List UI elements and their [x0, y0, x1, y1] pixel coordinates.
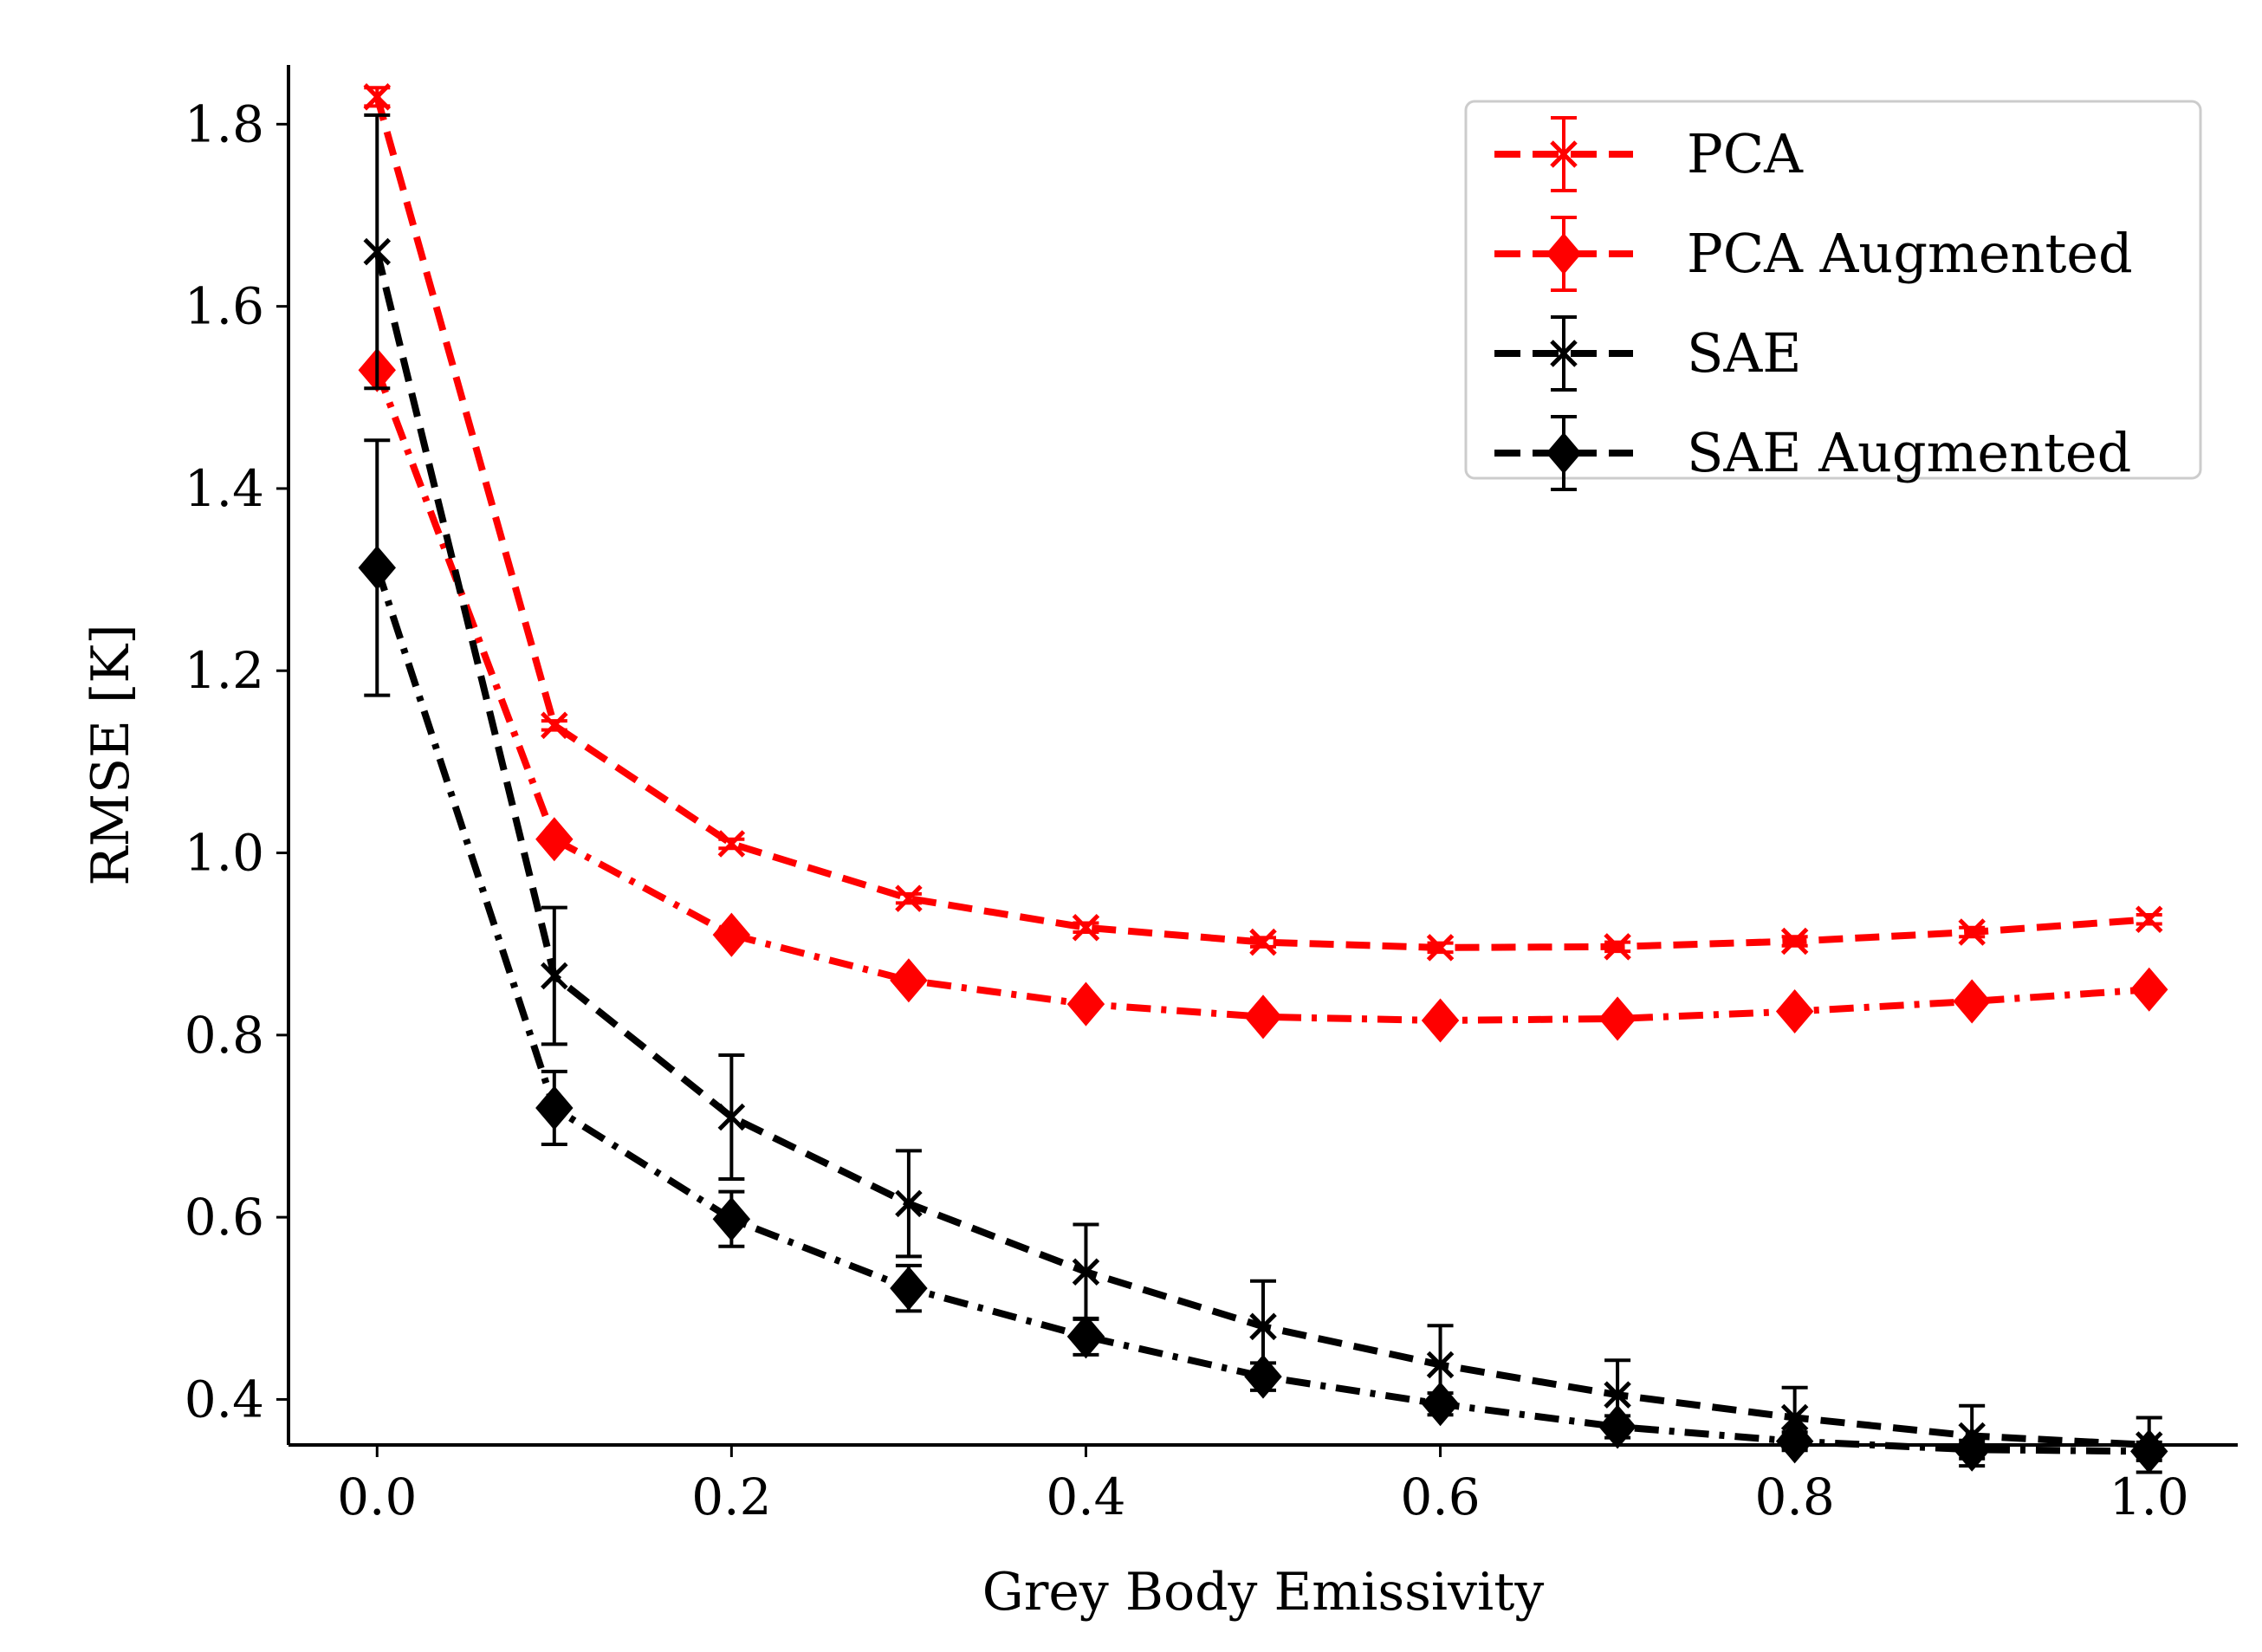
x-marker-stroke	[1249, 1312, 1277, 1341]
x-tick-label: 1.0	[2110, 1467, 2189, 1526]
data-point-x-marker	[717, 1103, 746, 1131]
data-point-x-marker	[2135, 905, 2163, 934]
legend-item-sae: SAE	[1494, 315, 1802, 392]
data-point-x-marker	[1249, 928, 1277, 956]
data-point-x-marker	[363, 237, 392, 266]
data-point-diamond-marker	[1421, 1382, 1460, 1427]
data-point-diamond-marker	[1775, 1419, 1814, 1464]
data-point-x-marker	[1780, 927, 1809, 956]
data-point-diamond-marker	[1244, 994, 1282, 1040]
data-point-x-marker	[1249, 1312, 1277, 1341]
legend-item-sae-augmented: SAE Augmented	[1494, 415, 2131, 491]
x-tick-label: 0.0	[337, 1467, 417, 1526]
data-point-x-marker	[363, 83, 392, 111]
data-point-x-marker	[1604, 933, 1631, 961]
x-tick-label: 0.2	[691, 1467, 771, 1526]
y-tick-label: 1.0	[185, 824, 264, 883]
data-point-diamond-marker	[535, 817, 574, 862]
legend-label: PCA Augmented	[1687, 222, 2133, 285]
data-point-diamond-marker	[358, 545, 396, 590]
x-marker-stroke	[1072, 913, 1100, 942]
y-tick-label: 0.6	[185, 1188, 264, 1247]
legend: PCA PCA Augmented SAE SAE Augmented	[1464, 100, 2202, 491]
data-point-diamond-marker	[1244, 1354, 1282, 1399]
x-marker-stroke	[717, 1103, 746, 1131]
data-point-diamond-marker	[2130, 967, 2168, 1012]
legend-diamond-marker	[1546, 233, 1582, 275]
x-marker-stroke	[1604, 933, 1631, 961]
x-marker-stroke	[1426, 934, 1455, 962]
x-marker-stroke	[1958, 918, 1986, 946]
data-point-diamond-marker	[1953, 979, 1991, 1024]
y-tick-label: 1.8	[185, 94, 264, 153]
plot-area	[358, 83, 2168, 1474]
y-tick-label: 1.2	[185, 641, 264, 700]
legend-item-pca-augmented: PCA Augmented	[1494, 216, 2133, 292]
data-point-x-marker	[1958, 918, 1986, 946]
x-marker-stroke	[1780, 1403, 1809, 1432]
data-point-x-marker	[541, 962, 568, 990]
legend-label: SAE Augmented	[1687, 421, 2131, 484]
x-marker-stroke	[717, 830, 746, 858]
series-pca-augmented	[358, 347, 2168, 1043]
data-point-diamond-marker	[1066, 981, 1105, 1027]
x-marker-stroke	[1072, 1258, 1100, 1286]
x-marker-stroke	[1604, 1381, 1631, 1409]
y-axis-label: RMSE [K]	[81, 624, 141, 885]
x-marker-stroke	[541, 711, 568, 740]
data-point-x-marker	[717, 830, 746, 858]
x-marker-stroke	[363, 83, 392, 111]
x-marker-stroke	[2135, 905, 2163, 934]
data-point-diamond-marker	[712, 1196, 751, 1241]
legend-x-marker	[1550, 140, 1578, 168]
data-point-x-marker	[1426, 934, 1455, 962]
data-point-diamond-marker	[890, 958, 928, 1003]
x-axis-label: Grey Body Emissivity	[982, 1562, 1545, 1623]
data-point-diamond-marker	[535, 1085, 574, 1130]
data-point-diamond-marker	[1598, 1404, 1637, 1449]
x-marker-stroke	[541, 962, 568, 990]
data-point-x-marker	[1780, 1403, 1809, 1432]
legend-box	[1464, 100, 2202, 480]
y-tick-label: 0.8	[185, 1006, 264, 1065]
data-point-x-marker	[1604, 1381, 1631, 1409]
data-point-x-marker	[1072, 1258, 1100, 1286]
data-point-diamond-marker	[712, 912, 751, 957]
legend-item-pca: PCA	[1494, 116, 1804, 192]
x-tick-label: 0.6	[1400, 1467, 1480, 1526]
data-point-diamond-marker	[1421, 998, 1460, 1043]
x-tick-label: 0.8	[1755, 1467, 1835, 1526]
legend-label: PCA	[1687, 122, 1804, 185]
legend-label: SAE	[1687, 321, 1802, 385]
data-point-x-marker	[541, 711, 568, 740]
y-tick-label: 0.4	[185, 1370, 264, 1428]
data-point-diamond-marker	[1953, 1427, 1991, 1472]
data-point-x-marker	[1426, 1351, 1455, 1379]
x-marker-stroke	[363, 237, 392, 266]
y-tick-label: 1.4	[185, 459, 264, 518]
x-marker-stroke	[1249, 928, 1277, 956]
data-point-diamond-marker	[890, 1266, 928, 1311]
series-sae-augmented	[358, 438, 2168, 1474]
data-point-diamond-marker	[1598, 996, 1637, 1041]
data-point-x-marker	[895, 1189, 923, 1218]
x-marker-stroke	[1426, 1351, 1455, 1379]
x-marker-stroke	[895, 884, 923, 912]
y-tick-label: 1.6	[185, 277, 264, 336]
x-tick-label: 0.4	[1046, 1467, 1125, 1526]
legend-diamond-marker	[1546, 432, 1582, 474]
data-point-x-marker	[895, 884, 923, 912]
x-marker-stroke	[1780, 927, 1809, 956]
series-pca	[363, 83, 2163, 962]
legend-x-marker	[1550, 340, 1578, 367]
x-marker-stroke	[895, 1189, 923, 1218]
data-point-diamond-marker	[1775, 988, 1814, 1034]
data-point-diamond-marker	[1066, 1314, 1105, 1359]
axes: 0.0 0.2 0.4 0.6 0.8 1.0 0.4 0.6 0.8 1.0 1.2 1.4 1.6 1…	[81, 65, 2238, 1623]
data-point-x-marker	[1072, 913, 1100, 942]
